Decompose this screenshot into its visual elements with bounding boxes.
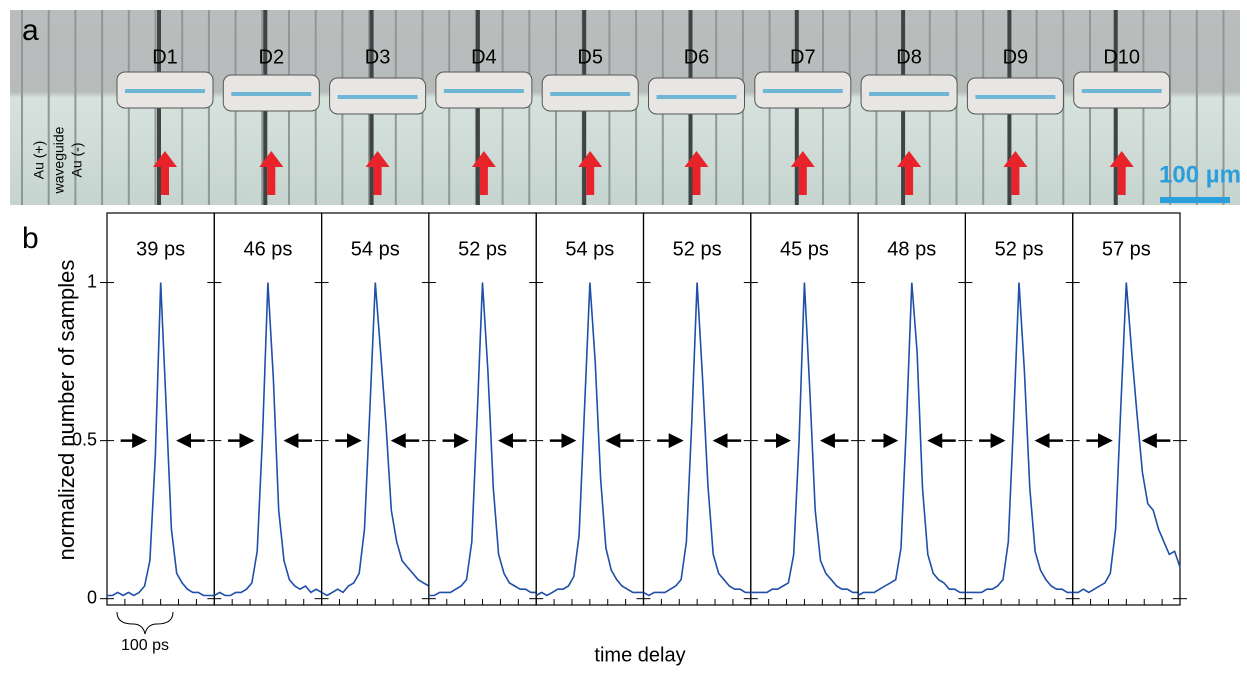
arrow	[153, 151, 177, 195]
arrow	[1109, 151, 1134, 195]
scale-bar-label: 100 µm	[1159, 161, 1241, 188]
arrow	[471, 151, 496, 195]
panel-title: 54 ps	[565, 238, 614, 260]
trace	[535, 282, 644, 597]
plot-frame	[750, 212, 859, 606]
y-tick-label: 0	[87, 587, 97, 607]
plot-frame	[213, 212, 323, 606]
trace	[321, 282, 430, 597]
x-axis-label: time delay	[594, 644, 685, 666]
trace	[857, 282, 966, 597]
panel-title: 52 ps	[995, 238, 1044, 260]
device-label: D2	[259, 46, 285, 68]
plot-frame	[964, 212, 1074, 606]
trace	[428, 282, 537, 597]
y-axis-label: normalized number of samples	[54, 260, 79, 561]
panel-title: 46 ps	[243, 238, 292, 260]
panel-title: 52 ps	[458, 238, 507, 260]
device-label: D5	[577, 46, 603, 68]
side-label: Au (+)	[31, 141, 47, 180]
panel-title: 54 ps	[351, 238, 400, 260]
arrow	[684, 151, 709, 195]
trace	[965, 282, 1073, 594]
plot-frame	[1072, 212, 1181, 606]
device-label: D8	[896, 46, 922, 68]
scale-bar	[1160, 197, 1230, 203]
panel-title: 52 ps	[673, 238, 722, 260]
arrow	[365, 151, 390, 195]
trace	[750, 282, 859, 594]
trace	[107, 282, 215, 597]
device-label: D7	[790, 46, 816, 68]
panel-title: 39 ps	[136, 238, 185, 260]
arrow	[790, 151, 815, 195]
device-label: D6	[684, 46, 710, 68]
trace	[213, 282, 323, 597]
device-label: D1	[152, 46, 178, 68]
device-label: D10	[1103, 46, 1140, 68]
arrow	[259, 151, 284, 195]
arrow	[1003, 151, 1028, 195]
plot-frame	[535, 212, 645, 606]
plot-frame	[428, 212, 537, 606]
arrow	[897, 151, 922, 195]
side-label: Au (-)	[69, 143, 85, 178]
plot-frame	[857, 212, 966, 606]
device-label: D9	[1003, 46, 1029, 68]
micrograph-details	[21, 10, 1225, 205]
plot-frame	[106, 212, 215, 606]
device-label: D3	[365, 46, 391, 68]
device-label: D4	[471, 46, 497, 68]
side-label: waveguide	[51, 126, 67, 194]
panel-title: 48 ps	[887, 238, 936, 260]
arrow	[578, 151, 603, 195]
plot-frame	[321, 212, 430, 606]
y-tick-label: 1	[87, 271, 97, 291]
panel-label: b	[22, 222, 39, 255]
panel-label: a	[22, 14, 39, 47]
panel-title: 45 ps	[780, 238, 829, 260]
panel-title: 57 ps	[1102, 238, 1151, 260]
trace	[1072, 282, 1181, 594]
scale-label: 100 ps	[121, 637, 169, 654]
y-tick-label: 0.5	[72, 429, 97, 449]
plot-frame	[642, 212, 752, 606]
bracket	[116, 611, 174, 635]
trace	[643, 282, 751, 597]
